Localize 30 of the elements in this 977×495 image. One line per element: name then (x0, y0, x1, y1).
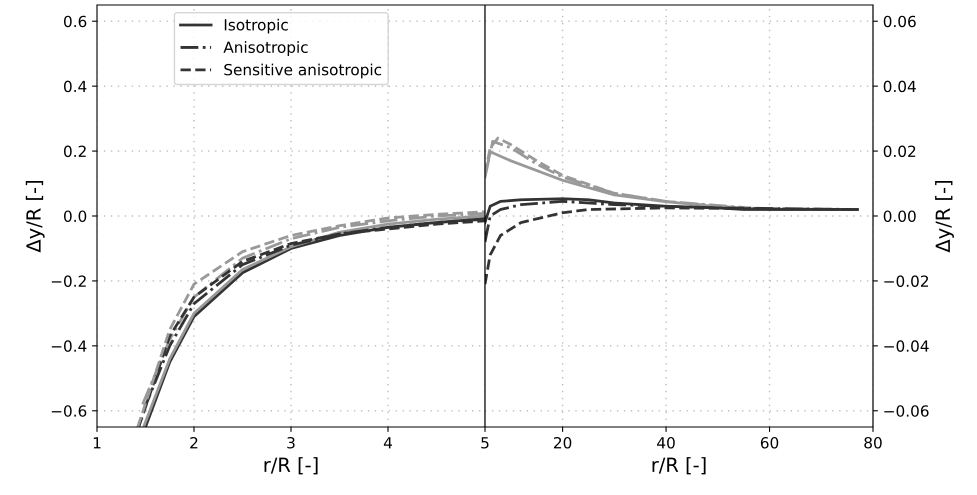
x-tick-label: 80 (864, 436, 882, 449)
y-tick-label: −0.6 (52, 405, 86, 417)
x-tick-label: 1 (94, 437, 100, 448)
y-tick-label: 0.0 (64, 210, 86, 222)
x-tick-label: 2 (190, 436, 198, 448)
legend-label: Sensitive anisotropic (224, 64, 382, 78)
y-tick-label: 0.2 (64, 146, 86, 158)
x-axis-title: r/R [-] (652, 457, 706, 474)
y2-tick-label: −0.06 (884, 405, 929, 417)
x-tick-label: 20 (554, 436, 572, 449)
x-tick-label: 5 (481, 437, 489, 449)
y2-axis-title: Δy/R [-] (935, 181, 954, 252)
y2-tick-label: 0.00 (884, 210, 916, 222)
x-tick-label: 60 (760, 436, 778, 449)
y-tick-label: −0.4 (52, 340, 86, 352)
y-axis-title: Δy/R [-] (26, 181, 45, 252)
y-tick-label: 0.4 (64, 80, 86, 92)
y-tick-label: 0.6 (64, 16, 86, 28)
legend-label: Anisotropic (223, 41, 308, 56)
x-tick-label: 40 (657, 436, 675, 449)
y2-tick-label: 0.02 (884, 146, 916, 158)
x-tick-label: 3 (287, 436, 295, 449)
y2-tick-label: −0.02 (884, 275, 928, 287)
legend-label: Isotropic (224, 18, 288, 34)
y2-tick-label: 0.06 (884, 16, 916, 28)
y2-tick-label: −0.04 (884, 340, 929, 352)
x-axis-title: r/R [-] (264, 457, 318, 474)
y2-tick-label: 0.04 (884, 80, 916, 92)
y-tick-label: −0.2 (52, 275, 86, 287)
x-tick-label: 4 (384, 437, 392, 448)
